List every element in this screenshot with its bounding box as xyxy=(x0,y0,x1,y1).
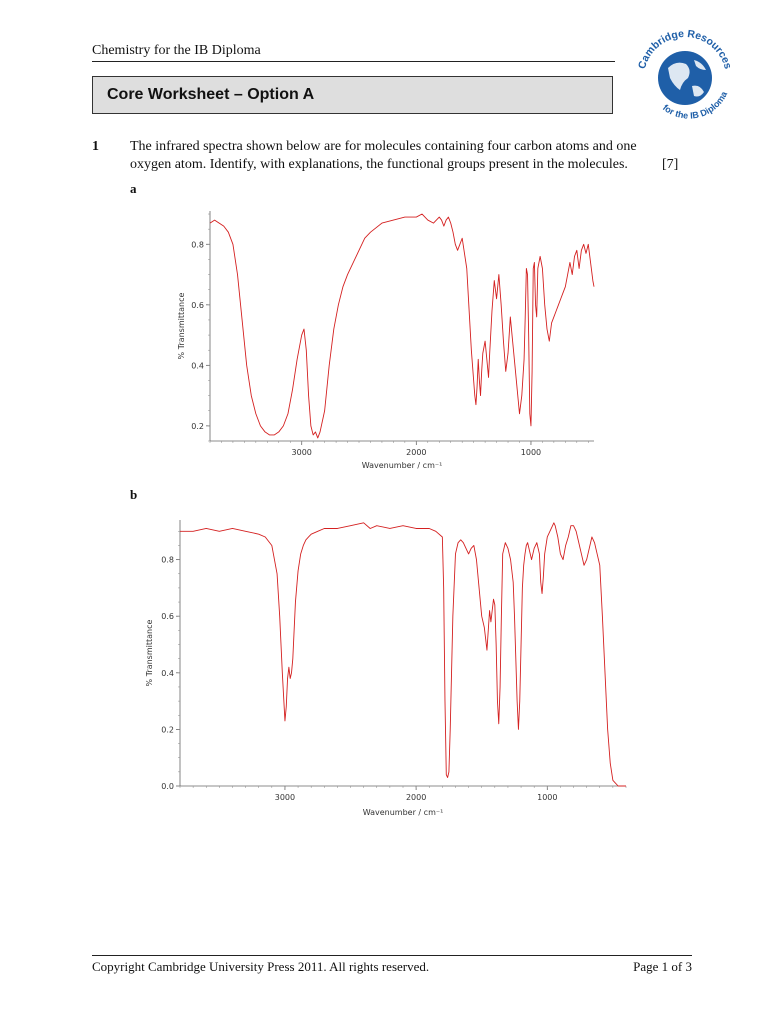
ir-spectrum-a: 3000 2000 1000 0.2 0.4 0.6 0.8 Wavenumber / cm⁻… xyxy=(172,209,596,471)
ir-spectrum-b: 3000 2000 1000 0.0 0.2 0.4 0.6 0.8 Wavenumber / … xyxy=(140,518,628,818)
question-number: 1 xyxy=(92,139,99,154)
y-tick-label: 0.0 xyxy=(161,782,174,791)
part-label-a: a xyxy=(130,181,137,196)
y-axis-label: % Transmittance xyxy=(145,619,154,686)
footer-rule xyxy=(92,955,692,956)
x-tick-label: 2000 xyxy=(406,793,426,802)
question-text-line-1: The infrared spectra shown below are for… xyxy=(130,139,637,154)
footer-copyright: Copyright Cambridge University Press 201… xyxy=(92,959,430,974)
x-tick-label: 3000 xyxy=(292,448,312,457)
y-tick-label: 0.8 xyxy=(161,556,174,565)
cambridge-logo: Cambridge Resources for the IB Diploma xyxy=(630,20,740,130)
y-tick-label: 0.4 xyxy=(161,669,174,678)
y-axis-label: % Transmittance xyxy=(177,292,186,359)
header-rule xyxy=(92,61,615,62)
question-text-line-2: oxygen atom. Identify, with explanations… xyxy=(130,157,628,172)
x-tick-label: 1000 xyxy=(521,448,541,457)
y-tick-label: 0.2 xyxy=(161,725,174,734)
y-tick-label: 0.8 xyxy=(191,240,204,249)
footer-page-number: Page 1 of 3 xyxy=(633,959,692,974)
y-tick-label: 0.4 xyxy=(191,361,204,370)
spectrum-line xyxy=(180,522,626,787)
y-tick-label: 0.6 xyxy=(161,612,174,621)
x-axis-label: Wavenumber / cm⁻¹ xyxy=(362,461,443,470)
x-tick-label: 2000 xyxy=(406,448,426,457)
x-axis-label: Wavenumber / cm⁻¹ xyxy=(363,808,444,817)
spectrum-line xyxy=(209,213,595,439)
y-tick-label: 0.6 xyxy=(191,301,204,310)
book-title: Chemistry for the IB Diploma xyxy=(92,43,261,58)
part-label-b: b xyxy=(130,487,138,502)
x-tick-label: 1000 xyxy=(537,793,557,802)
worksheet-title: Core Worksheet – Option A xyxy=(107,86,315,103)
question-marks: [7] xyxy=(662,157,679,172)
y-tick-label: 0.2 xyxy=(191,422,204,431)
x-tick-label: 3000 xyxy=(275,793,295,802)
worksheet-title-box: Core Worksheet – Option A xyxy=(92,76,613,114)
